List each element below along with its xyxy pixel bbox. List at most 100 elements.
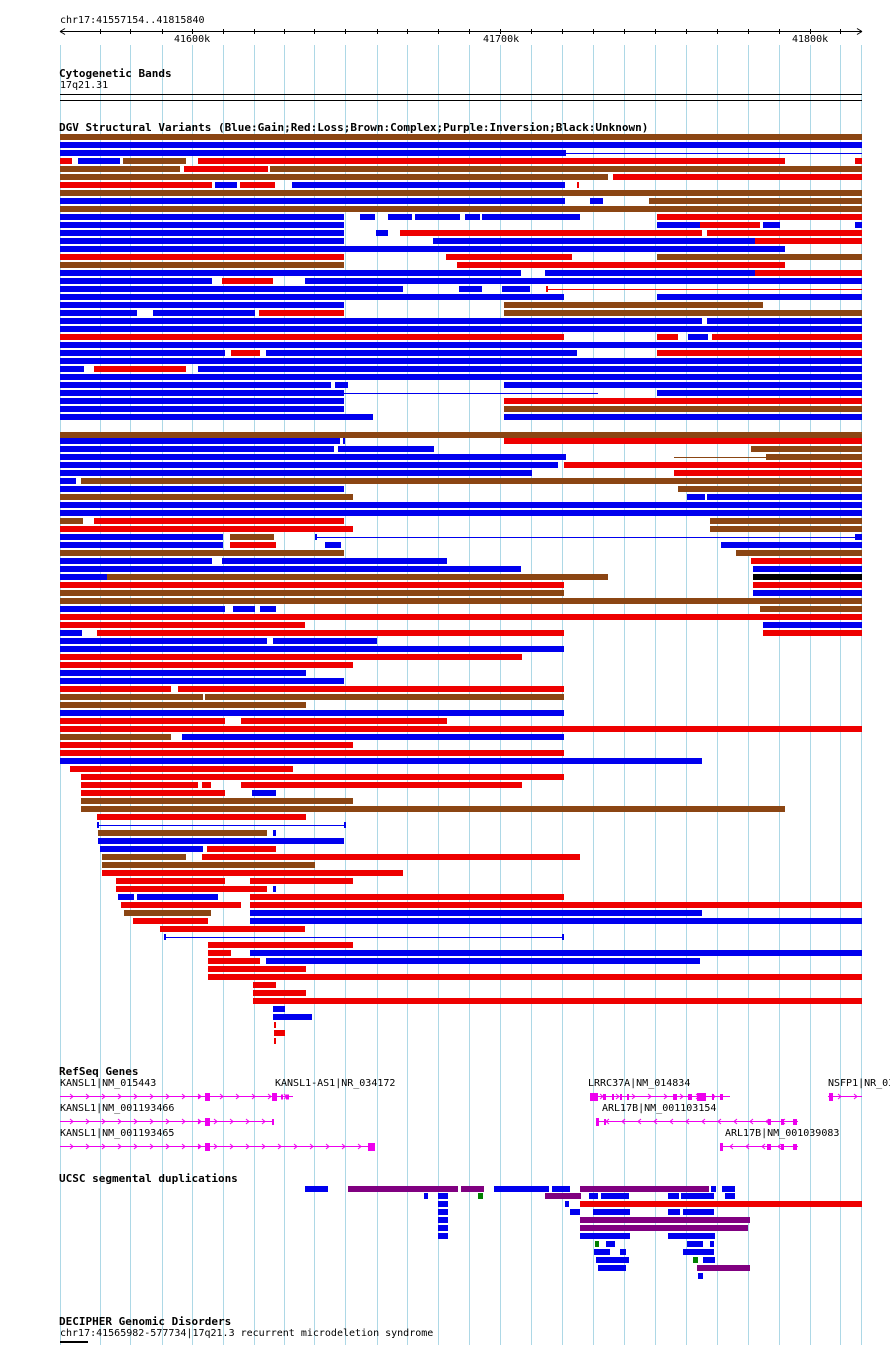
segmental-duplication[interactable] xyxy=(681,1193,714,1199)
structural-variant[interactable] xyxy=(137,894,218,900)
gene-label[interactable]: KANSL1|NM_001193466 xyxy=(60,1103,175,1114)
structural-variant[interactable] xyxy=(81,782,198,788)
structural-variant[interactable] xyxy=(100,846,203,852)
structural-variant[interactable] xyxy=(274,1022,276,1028)
gene-exon[interactable] xyxy=(286,1094,289,1100)
structural-variant[interactable] xyxy=(215,182,237,188)
structural-variant[interactable] xyxy=(60,590,564,596)
structural-variant[interactable] xyxy=(102,870,403,876)
structural-variant[interactable] xyxy=(707,318,862,324)
structural-variant[interactable] xyxy=(60,646,564,652)
segmental-duplication[interactable] xyxy=(683,1209,714,1215)
structural-variant[interactable] xyxy=(530,262,785,268)
gene-exon[interactable] xyxy=(712,1094,714,1100)
structural-variant[interactable] xyxy=(60,150,566,156)
structural-variant[interactable] xyxy=(60,366,84,372)
segmental-duplication[interactable] xyxy=(593,1209,630,1215)
structural-variant[interactable] xyxy=(60,702,306,708)
structural-variant[interactable] xyxy=(208,958,260,964)
structural-variant[interactable] xyxy=(60,502,862,508)
structural-variant[interactable] xyxy=(60,166,180,172)
segmental-duplication[interactable] xyxy=(438,1217,448,1223)
structural-variant[interactable] xyxy=(274,1038,276,1044)
gene-label[interactable]: ARL17B|NM_001039083 xyxy=(725,1128,840,1139)
structural-variant[interactable] xyxy=(241,782,522,788)
structural-variant[interactable] xyxy=(60,510,862,516)
decipher-track-title[interactable]: DECIPHER Genomic Disorders xyxy=(59,1315,232,1328)
structural-variant[interactable] xyxy=(657,294,862,300)
structural-variant[interactable] xyxy=(60,598,862,604)
structural-variant[interactable] xyxy=(482,214,580,220)
gene-exon[interactable] xyxy=(620,1094,622,1100)
structural-variant[interactable] xyxy=(504,302,763,308)
structural-variant[interactable] xyxy=(753,590,862,596)
segmental-duplication[interactable] xyxy=(580,1225,748,1231)
segmental-duplication[interactable] xyxy=(698,1273,703,1279)
structural-variant[interactable] xyxy=(198,366,862,372)
structural-variant[interactable] xyxy=(133,918,208,924)
structural-variant[interactable] xyxy=(270,166,862,172)
decipher-item-label[interactable]: chr17:41565982-577734|17q21.3 recurrent … xyxy=(60,1328,434,1339)
structural-variant[interactable] xyxy=(60,238,344,244)
structural-variant[interactable] xyxy=(98,830,267,836)
segmental-duplication[interactable] xyxy=(589,1193,598,1199)
structural-variant[interactable] xyxy=(60,462,558,468)
structural-variant[interactable] xyxy=(755,238,862,244)
structural-variant[interactable] xyxy=(102,862,315,868)
structural-variant[interactable] xyxy=(546,286,548,292)
structural-variant[interactable] xyxy=(344,822,346,828)
structural-variant[interactable] xyxy=(649,198,862,204)
structural-variant[interactable] xyxy=(325,542,341,548)
structural-variant[interactable] xyxy=(98,838,344,844)
structural-variant[interactable] xyxy=(736,550,862,556)
structural-variant[interactable] xyxy=(657,350,862,356)
structural-variant[interactable] xyxy=(60,318,702,324)
gene-exon[interactable] xyxy=(368,1143,375,1151)
structural-variant[interactable] xyxy=(178,686,564,692)
structural-variant[interactable] xyxy=(253,982,276,988)
structural-variant[interactable] xyxy=(60,558,212,564)
structural-variant[interactable] xyxy=(60,246,785,252)
structural-variant[interactable] xyxy=(657,214,862,220)
structural-variant[interactable] xyxy=(315,534,317,540)
structural-variant[interactable] xyxy=(60,662,353,668)
structural-variant[interactable] xyxy=(208,966,306,972)
structural-variant[interactable] xyxy=(231,350,260,356)
decipher-feature[interactable] xyxy=(60,1341,88,1343)
structural-variant[interactable] xyxy=(60,342,862,348)
gene-exon[interactable] xyxy=(612,1094,614,1100)
structural-variant[interactable] xyxy=(674,470,862,476)
segmental-duplication[interactable] xyxy=(596,1257,629,1263)
segmental-duplication[interactable] xyxy=(722,1186,735,1192)
segmental-duplication[interactable] xyxy=(598,1265,626,1271)
structural-variant[interactable] xyxy=(81,798,353,804)
gene-exon[interactable] xyxy=(198,1095,200,1099)
structural-variant[interactable] xyxy=(60,214,344,220)
structural-variant[interactable] xyxy=(388,214,412,220)
structural-variant[interactable] xyxy=(60,432,862,438)
structural-variant[interactable] xyxy=(259,310,344,316)
structural-variant[interactable] xyxy=(202,854,580,860)
structural-variant[interactable] xyxy=(274,1030,285,1036)
segmental-duplication[interactable] xyxy=(710,1241,714,1247)
structural-variant[interactable] xyxy=(60,134,862,140)
structural-variant[interactable] xyxy=(60,358,862,364)
structural-variant[interactable] xyxy=(751,558,862,564)
segmental-duplication[interactable] xyxy=(668,1193,679,1199)
structural-variant[interactable] xyxy=(202,782,211,788)
gene-exon[interactable] xyxy=(781,1144,784,1150)
structural-variant[interactable] xyxy=(60,334,564,340)
segmental-duplication[interactable] xyxy=(580,1186,709,1192)
dgv-track-title[interactable]: DGV Structural Variants (Blue:Gain;Red:L… xyxy=(59,121,649,134)
structural-variant[interactable] xyxy=(60,382,331,388)
structural-variant[interactable] xyxy=(753,574,862,580)
structural-variant[interactable] xyxy=(60,518,83,524)
structural-variant[interactable] xyxy=(273,1014,312,1020)
structural-variant[interactable] xyxy=(751,446,862,452)
structural-variant[interactable] xyxy=(700,222,760,228)
structural-variant[interactable] xyxy=(184,166,268,172)
segmental-duplication[interactable] xyxy=(438,1209,448,1215)
segdup-track-title[interactable]: UCSC segmental duplications xyxy=(59,1172,238,1185)
structural-variant[interactable] xyxy=(97,814,306,820)
structural-variant[interactable] xyxy=(763,222,780,228)
